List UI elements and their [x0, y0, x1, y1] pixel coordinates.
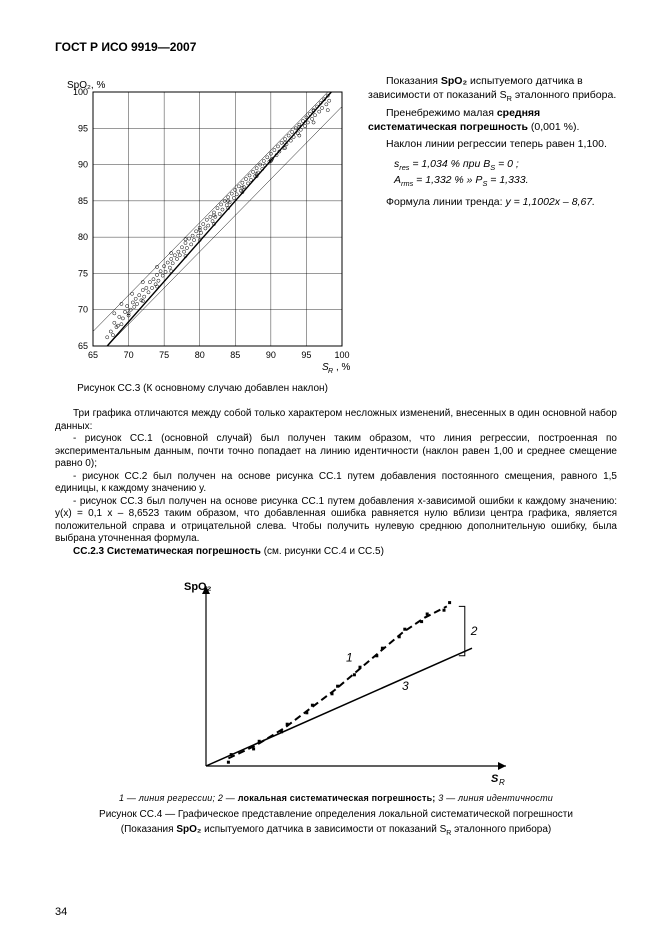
figure-cc4-area: 1 2 3 SpO₂ SR 1 — линия регрессии; 2 — локал… — [55, 566, 617, 837]
svg-text:SpO₂: SpO₂ — [184, 581, 212, 593]
svg-text:S: S — [491, 773, 499, 785]
r-p2: Пренебрежимо малая средняя систематическ… — [368, 106, 617, 134]
svg-text:85: 85 — [230, 350, 240, 360]
page: ГОСТ Р ИСО 9919—2007 65 70 75 80 85 90 95 100 65… — [0, 0, 662, 936]
svg-text:R: R — [499, 778, 505, 786]
chart2-caption: Рисунок СС.4 — Графическое представление… — [55, 809, 617, 820]
body-text: Три графика отличаются между собой тольк… — [55, 408, 617, 558]
b-p4: - рисунок СС.3 был получен на основе рис… — [55, 496, 617, 546]
top-block: 6570758085909510065707580859095100SpO₂, … — [55, 74, 617, 394]
svg-text:100: 100 — [334, 350, 349, 360]
chart2-subcaption: (Показания SpO₂ испытуемого датчика в за… — [55, 824, 617, 837]
right-text-column: Показания SpO₂ испытуемого датчика в зав… — [368, 74, 617, 394]
b-p2: - рисунок СС.1 (основной случай) был пол… — [55, 433, 617, 471]
scatter-chart-cc3: 6570758085909510065707580859095100SpO₂, … — [55, 74, 350, 374]
svg-text:70: 70 — [124, 350, 134, 360]
svg-text:65: 65 — [88, 350, 98, 360]
math-block: sres = 1,034 % при BS = 0 ; Arms = 1,332… — [394, 157, 617, 189]
b-p3: - рисунок СС.2 был получен на основе рис… — [55, 471, 617, 496]
r-p4: Формула линии тренда: y = 1,1002x – 8,67… — [368, 195, 617, 209]
section-title: СС.2.3 Систематическая погрешность (см. … — [55, 546, 617, 559]
svg-text:95: 95 — [301, 350, 311, 360]
svg-text:SpO₂, %: SpO₂, % — [67, 80, 105, 91]
svg-text:, %: , % — [336, 362, 350, 373]
svg-text:1: 1 — [346, 651, 353, 665]
svg-text:65: 65 — [78, 341, 88, 351]
svg-text:90: 90 — [78, 160, 88, 170]
svg-text:90: 90 — [266, 350, 276, 360]
svg-text:95: 95 — [78, 123, 88, 133]
svg-text:80: 80 — [195, 350, 205, 360]
chart1-caption: Рисунок СС.3 (К основному случаю добавле… — [55, 383, 350, 394]
svg-text:75: 75 — [159, 350, 169, 360]
r-p1: Показания SpO₂ испытуемого датчика в зав… — [368, 74, 617, 104]
b-p1: Три графика отличаются между собой тольк… — [55, 408, 617, 433]
svg-text:3: 3 — [402, 679, 409, 693]
svg-text:70: 70 — [78, 305, 88, 315]
chart2-legend: 1 — линия регрессии; 2 — локальная систе… — [55, 793, 617, 803]
doc-header: ГОСТ Р ИСО 9919—2007 — [55, 40, 617, 54]
svg-text:80: 80 — [78, 232, 88, 242]
line-chart-cc4: 1 2 3 SpO₂ SR — [126, 566, 546, 786]
svg-text:2: 2 — [470, 624, 478, 638]
page-number: 34 — [55, 906, 67, 918]
svg-text:75: 75 — [78, 268, 88, 278]
r-p3: Наклон линии регрессии теперь равен 1,10… — [368, 137, 617, 151]
svg-text:85: 85 — [78, 196, 88, 206]
chart-column: 6570758085909510065707580859095100SpO₂, … — [55, 74, 350, 394]
svg-text:R: R — [328, 368, 333, 374]
